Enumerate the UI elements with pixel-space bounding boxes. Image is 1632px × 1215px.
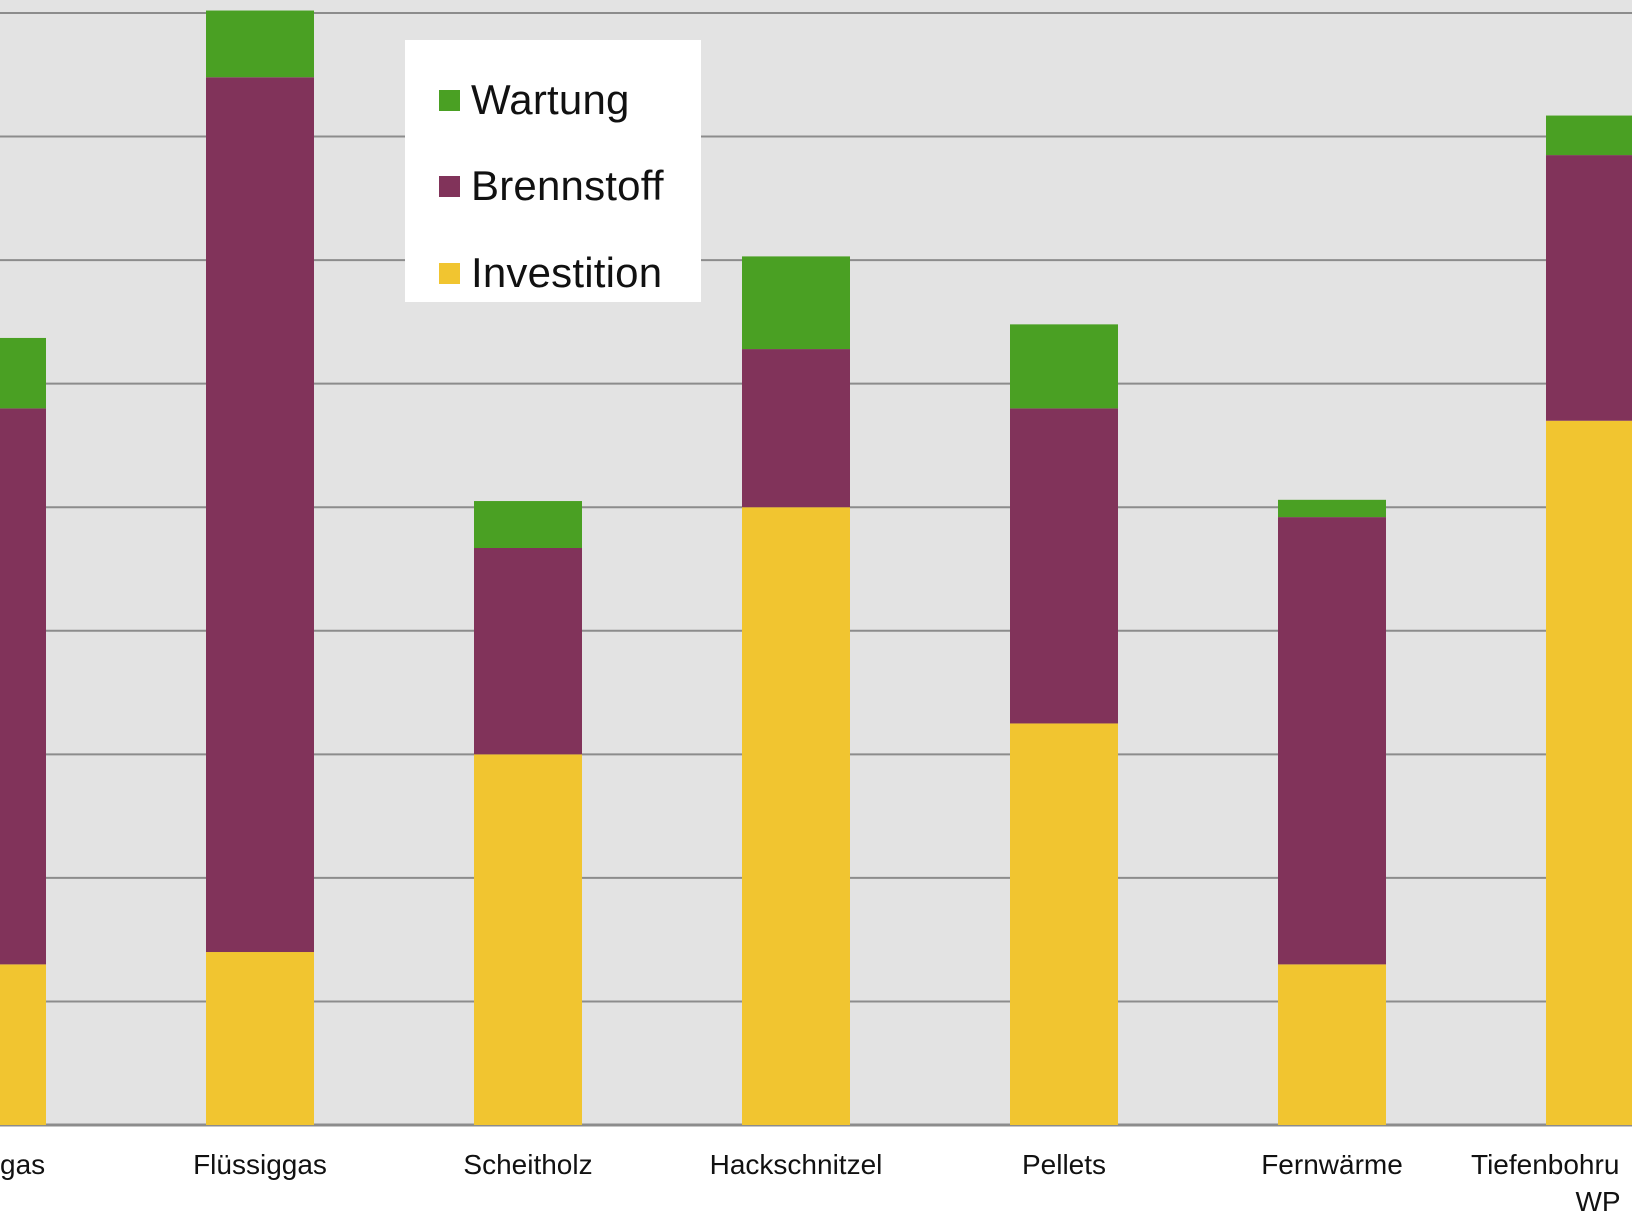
x-axis-labels: gas Flüssiggas Scheitholz Hackschnitzel Pell… (0, 1149, 1621, 1215)
bar-segment-investition (206, 952, 314, 1125)
bar-segment-investition (742, 507, 850, 1125)
bar-stack (206, 10, 314, 1125)
bar-segment-brennstoff (1010, 408, 1118, 724)
x-tick-label: Hackschnitzel (710, 1149, 883, 1180)
bar-stack (0, 337, 46, 1125)
bar-segment-wartung (742, 256, 850, 350)
legend-label-brennstoff: Brennstoff (471, 162, 664, 209)
bar-segment-wartung (1010, 324, 1118, 409)
bar-segment-brennstoff (206, 77, 314, 953)
legend-swatch-wartung (439, 89, 460, 111)
legend-label-wartung: Wartung (471, 76, 630, 123)
legend-item-wartung: Wartung (439, 75, 630, 125)
bars-group (0, 10, 1632, 1125)
bar-segment-brennstoff (1546, 155, 1632, 421)
bar-segment-investition (1010, 723, 1118, 1125)
bar-segment-wartung (206, 10, 314, 78)
x-tick-label: WP (1575, 1186, 1620, 1215)
bar-segment-brennstoff (1278, 517, 1386, 965)
bar-segment-wartung (1278, 499, 1386, 518)
bar-segment-investition (0, 964, 46, 1125)
bar-segment-brennstoff (474, 547, 582, 755)
legend-swatch-investition (439, 262, 460, 284)
legend-label-investition: Investition (471, 249, 663, 296)
bar-stack (474, 501, 582, 1125)
bar-stack (742, 256, 850, 1125)
x-tick-label: Flüssiggas (193, 1149, 327, 1180)
legend-item-investition: Investition (439, 248, 662, 298)
x-tick-label: gas (0, 1149, 45, 1180)
bar-segment-wartung (0, 337, 46, 409)
bar-segment-wartung (1546, 115, 1632, 156)
x-tick-label: Scheitholz (463, 1149, 592, 1180)
bar-segment-investition (1278, 964, 1386, 1125)
bar-stack (1278, 499, 1386, 1125)
bar-segment-investition (474, 754, 582, 1125)
legend-swatch-brennstoff (439, 175, 460, 197)
bar-stack (1546, 115, 1632, 1125)
bar-segment-investition (1546, 420, 1632, 1125)
bar-segment-brennstoff (0, 408, 46, 965)
bar-segment-brennstoff (742, 349, 850, 508)
bar-stack (1010, 324, 1118, 1125)
legend-item-brennstoff: Brennstoff (439, 161, 664, 211)
x-tick-label: Tiefenbohru (1471, 1149, 1619, 1180)
bar-segment-wartung (474, 501, 582, 548)
x-tick-label: Pellets (1022, 1149, 1106, 1180)
legend: Wartung Brennstoff Investition (405, 40, 701, 302)
x-tick-label: Fernwärme (1261, 1149, 1403, 1180)
